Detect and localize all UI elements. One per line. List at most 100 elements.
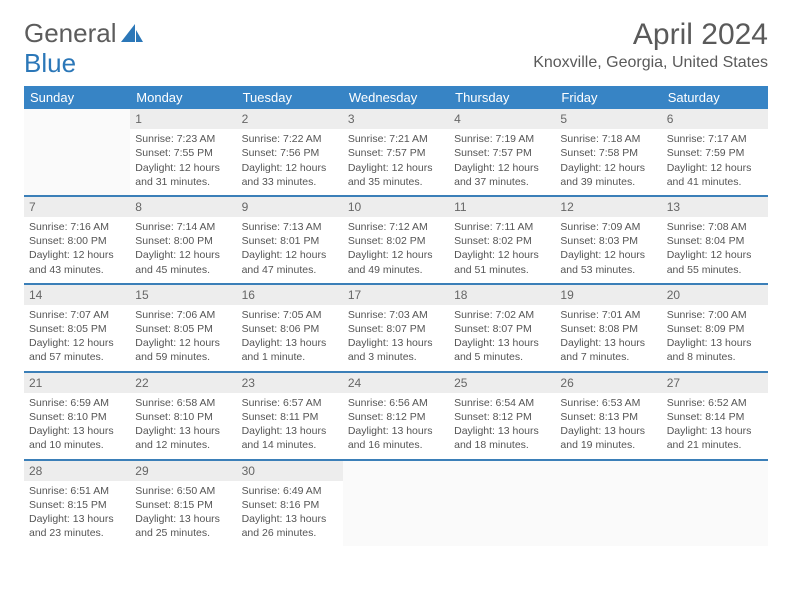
calendar-day-cell: 1Sunrise: 7:23 AMSunset: 7:55 PMDaylight… bbox=[130, 109, 236, 196]
daylight-text: and 16 minutes. bbox=[348, 438, 444, 452]
daylight-text: and 23 minutes. bbox=[29, 526, 125, 540]
sunrise-text: Sunrise: 6:52 AM bbox=[667, 396, 763, 410]
daylight-text: and 1 minute. bbox=[242, 350, 338, 364]
calendar-day-cell: 17Sunrise: 7:03 AMSunset: 8:07 PMDayligh… bbox=[343, 284, 449, 372]
day-number: 16 bbox=[237, 285, 343, 305]
day-number: 23 bbox=[237, 373, 343, 393]
sunrise-text: Sunrise: 6:57 AM bbox=[242, 396, 338, 410]
daylight-text: Daylight: 13 hours bbox=[29, 424, 125, 438]
calendar-week-row: 28Sunrise: 6:51 AMSunset: 8:15 PMDayligh… bbox=[24, 460, 768, 547]
sunrise-text: Sunrise: 7:22 AM bbox=[242, 132, 338, 146]
calendar-day-cell: 25Sunrise: 6:54 AMSunset: 8:12 PMDayligh… bbox=[449, 372, 555, 460]
day-header: Thursday bbox=[449, 86, 555, 109]
calendar-day-cell: 15Sunrise: 7:06 AMSunset: 8:05 PMDayligh… bbox=[130, 284, 236, 372]
calendar-day-cell: 19Sunrise: 7:01 AMSunset: 8:08 PMDayligh… bbox=[555, 284, 661, 372]
daylight-text: Daylight: 12 hours bbox=[667, 161, 763, 175]
daylight-text: Daylight: 12 hours bbox=[348, 248, 444, 262]
daylight-text: and 19 minutes. bbox=[560, 438, 656, 452]
calendar-day-cell bbox=[24, 109, 130, 196]
sunset-text: Sunset: 8:07 PM bbox=[454, 322, 550, 336]
title-block: April 2024 Knoxville, Georgia, United St… bbox=[533, 18, 768, 72]
sunrise-text: Sunrise: 7:18 AM bbox=[560, 132, 656, 146]
daylight-text: Daylight: 12 hours bbox=[454, 161, 550, 175]
day-number: 19 bbox=[555, 285, 661, 305]
daylight-text: and 7 minutes. bbox=[560, 350, 656, 364]
sunrise-text: Sunrise: 6:59 AM bbox=[29, 396, 125, 410]
daylight-text: Daylight: 13 hours bbox=[242, 424, 338, 438]
day-number: 15 bbox=[130, 285, 236, 305]
daylight-text: and 8 minutes. bbox=[667, 350, 763, 364]
sunset-text: Sunset: 8:14 PM bbox=[667, 410, 763, 424]
daylight-text: Daylight: 13 hours bbox=[560, 336, 656, 350]
calendar-day-cell bbox=[343, 460, 449, 547]
sunset-text: Sunset: 8:15 PM bbox=[29, 498, 125, 512]
day-header: Friday bbox=[555, 86, 661, 109]
sunset-text: Sunset: 8:12 PM bbox=[454, 410, 550, 424]
daylight-text: and 25 minutes. bbox=[135, 526, 231, 540]
daylight-text: and 33 minutes. bbox=[242, 175, 338, 189]
daylight-text: and 59 minutes. bbox=[135, 350, 231, 364]
daylight-text: and 41 minutes. bbox=[667, 175, 763, 189]
calendar-week-row: 21Sunrise: 6:59 AMSunset: 8:10 PMDayligh… bbox=[24, 372, 768, 460]
sunset-text: Sunset: 8:07 PM bbox=[348, 322, 444, 336]
sunrise-text: Sunrise: 6:51 AM bbox=[29, 484, 125, 498]
sunrise-text: Sunrise: 7:23 AM bbox=[135, 132, 231, 146]
daylight-text: and 49 minutes. bbox=[348, 263, 444, 277]
sunset-text: Sunset: 7:56 PM bbox=[242, 146, 338, 160]
day-header: Wednesday bbox=[343, 86, 449, 109]
daylight-text: and 26 minutes. bbox=[242, 526, 338, 540]
sunset-text: Sunset: 8:15 PM bbox=[135, 498, 231, 512]
day-number: 8 bbox=[130, 197, 236, 217]
calendar-day-cell: 28Sunrise: 6:51 AMSunset: 8:15 PMDayligh… bbox=[24, 460, 130, 547]
sunset-text: Sunset: 8:01 PM bbox=[242, 234, 338, 248]
day-number: 13 bbox=[662, 197, 768, 217]
calendar-week-row: 7Sunrise: 7:16 AMSunset: 8:00 PMDaylight… bbox=[24, 196, 768, 284]
calendar-day-cell: 5Sunrise: 7:18 AMSunset: 7:58 PMDaylight… bbox=[555, 109, 661, 196]
daylight-text: and 18 minutes. bbox=[454, 438, 550, 452]
daylight-text: Daylight: 12 hours bbox=[29, 248, 125, 262]
daylight-text: Daylight: 13 hours bbox=[667, 424, 763, 438]
calendar-day-cell: 30Sunrise: 6:49 AMSunset: 8:16 PMDayligh… bbox=[237, 460, 343, 547]
calendar-day-cell: 10Sunrise: 7:12 AMSunset: 8:02 PMDayligh… bbox=[343, 196, 449, 284]
brand-logo: General bbox=[24, 18, 143, 49]
calendar-day-cell: 29Sunrise: 6:50 AMSunset: 8:15 PMDayligh… bbox=[130, 460, 236, 547]
day-number: 14 bbox=[24, 285, 130, 305]
sunset-text: Sunset: 8:00 PM bbox=[29, 234, 125, 248]
sunset-text: Sunset: 8:10 PM bbox=[29, 410, 125, 424]
sunrise-text: Sunrise: 7:14 AM bbox=[135, 220, 231, 234]
daylight-text: and 31 minutes. bbox=[135, 175, 231, 189]
sunset-text: Sunset: 8:00 PM bbox=[135, 234, 231, 248]
day-number: 29 bbox=[130, 461, 236, 481]
day-number: 7 bbox=[24, 197, 130, 217]
calendar-table: Sunday Monday Tuesday Wednesday Thursday… bbox=[24, 86, 768, 546]
day-header: Tuesday bbox=[237, 86, 343, 109]
day-header: Sunday bbox=[24, 86, 130, 109]
daylight-text: and 21 minutes. bbox=[667, 438, 763, 452]
sunrise-text: Sunrise: 7:07 AM bbox=[29, 308, 125, 322]
daylight-text: Daylight: 12 hours bbox=[560, 161, 656, 175]
day-number: 17 bbox=[343, 285, 449, 305]
calendar-day-cell: 14Sunrise: 7:07 AMSunset: 8:05 PMDayligh… bbox=[24, 284, 130, 372]
daylight-text: Daylight: 12 hours bbox=[242, 248, 338, 262]
calendar-day-cell: 9Sunrise: 7:13 AMSunset: 8:01 PMDaylight… bbox=[237, 196, 343, 284]
brand-part1: General bbox=[24, 18, 117, 49]
daylight-text: and 37 minutes. bbox=[454, 175, 550, 189]
day-number: 6 bbox=[662, 109, 768, 129]
sunset-text: Sunset: 8:16 PM bbox=[242, 498, 338, 512]
daylight-text: Daylight: 12 hours bbox=[242, 161, 338, 175]
calendar-day-cell: 26Sunrise: 6:53 AMSunset: 8:13 PMDayligh… bbox=[555, 372, 661, 460]
day-number: 10 bbox=[343, 197, 449, 217]
day-number: 12 bbox=[555, 197, 661, 217]
month-title: April 2024 bbox=[533, 18, 768, 52]
logo-sail-icon bbox=[121, 24, 143, 44]
calendar-day-cell bbox=[449, 460, 555, 547]
sunset-text: Sunset: 8:03 PM bbox=[560, 234, 656, 248]
sunrise-text: Sunrise: 7:17 AM bbox=[667, 132, 763, 146]
calendar-day-cell: 24Sunrise: 6:56 AMSunset: 8:12 PMDayligh… bbox=[343, 372, 449, 460]
day-number: 9 bbox=[237, 197, 343, 217]
calendar-week-row: 14Sunrise: 7:07 AMSunset: 8:05 PMDayligh… bbox=[24, 284, 768, 372]
sunset-text: Sunset: 8:10 PM bbox=[135, 410, 231, 424]
brand-part2: Blue bbox=[24, 48, 76, 79]
sunrise-text: Sunrise: 7:06 AM bbox=[135, 308, 231, 322]
daylight-text: and 47 minutes. bbox=[242, 263, 338, 277]
